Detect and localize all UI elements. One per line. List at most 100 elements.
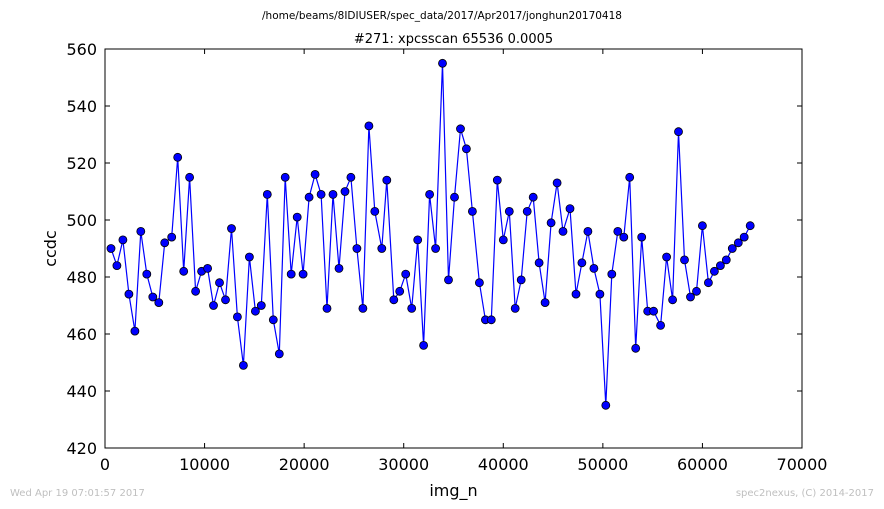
data-point: [631, 343, 641, 353]
data-point: [704, 278, 713, 288]
data-point: [118, 235, 128, 245]
data-point: [583, 226, 593, 236]
axis-ticks: 0 10000 20000 30000 40000 50000 60000 70000 420 4…: [66, 40, 827, 474]
data-point: [668, 295, 677, 305]
data-point: [601, 400, 611, 410]
data-point: [595, 289, 605, 299]
y-tick-label: 560: [66, 40, 97, 59]
data-point: [558, 226, 568, 236]
data-point: [203, 263, 213, 273]
y-tick-label: 480: [66, 268, 97, 287]
data-point: [227, 224, 236, 233]
y-tick-label: 460: [66, 325, 97, 344]
data-point: [232, 312, 242, 322]
y-tick-label: 440: [66, 382, 97, 401]
data-point: [739, 232, 749, 242]
data-point: [154, 298, 164, 308]
data-point: [179, 266, 189, 276]
data-point: [504, 206, 514, 216]
data-point: [209, 301, 218, 310]
data-point: [377, 244, 387, 253]
y-tick-label: 540: [66, 97, 97, 116]
data-point: [528, 192, 538, 202]
data-point: [328, 189, 338, 199]
data-point: [444, 275, 453, 285]
x-tick-label: 40000: [478, 455, 529, 474]
data-point: [498, 235, 508, 245]
data-point: [577, 258, 587, 268]
footer-timestamp: Wed Apr 19 07:01:57 2017: [10, 488, 145, 499]
data-point: [262, 189, 272, 199]
data-point: [619, 232, 629, 242]
data-point: [340, 187, 350, 196]
data-point: [467, 206, 477, 216]
data-point: [322, 303, 332, 313]
data-point: [238, 360, 248, 370]
data-point: [589, 263, 599, 273]
data-point: [649, 306, 658, 316]
data-point: [304, 192, 314, 202]
data-point: [727, 244, 737, 253]
data-point: [352, 244, 362, 253]
data-point: [492, 175, 502, 185]
data-point: [148, 292, 158, 302]
data-point: [142, 269, 152, 279]
data-point: [625, 172, 635, 182]
data-point: [745, 221, 755, 231]
data-point: [215, 278, 224, 288]
data-point: [124, 289, 134, 299]
data-point: [516, 275, 526, 285]
x-tick-label: 0: [100, 455, 110, 474]
plot-frame: [104, 48, 803, 449]
data-point: [607, 269, 617, 279]
data-point: [292, 212, 302, 222]
x-tick-label: 30000: [378, 455, 429, 474]
x-tick-label: 60000: [677, 455, 728, 474]
data-point: [637, 232, 647, 242]
data-point: [401, 269, 411, 279]
data-point: [382, 175, 392, 185]
data-point: [721, 255, 731, 265]
data-point: [130, 326, 140, 336]
data-point: [710, 266, 719, 276]
data-point: [389, 295, 399, 305]
series-layer: [106, 58, 755, 410]
x-tick-label: 50000: [577, 455, 628, 474]
data-point: [552, 178, 562, 188]
footer-credit: spec2nexus, (C) 2014-2017: [735, 488, 874, 499]
data-point: [419, 340, 429, 350]
data-point: [425, 189, 435, 199]
y-axis-label: ccdc: [41, 230, 60, 267]
data-point: [167, 232, 177, 242]
data-point: [274, 349, 284, 359]
plot-area: [105, 49, 802, 448]
data-point: [733, 238, 743, 248]
data-point: [413, 235, 423, 245]
data-point: [112, 261, 122, 271]
y-tick-label: 520: [66, 154, 97, 173]
data-point: [370, 206, 380, 216]
data-point: [395, 286, 405, 296]
data-point: [662, 252, 671, 262]
data-point: [364, 121, 374, 131]
x-tick-label: 10000: [179, 455, 230, 474]
data-point: [407, 303, 417, 313]
data-point: [298, 269, 308, 279]
data-point: [698, 221, 707, 231]
chart-title: #271: xpcsscan 65536 0.0005: [354, 32, 553, 47]
data-point: [456, 124, 465, 134]
data-point: [160, 238, 170, 248]
data-point: [686, 292, 695, 302]
data-point: [540, 298, 550, 308]
data-point: [716, 261, 725, 271]
data-point: [221, 295, 230, 305]
data-point: [461, 144, 471, 154]
data-point: [534, 258, 544, 268]
data-point: [692, 286, 701, 296]
data-point: [280, 172, 290, 182]
data-point: [310, 169, 320, 179]
data-point: [510, 303, 520, 313]
data-point: [316, 189, 326, 199]
data-point: [191, 286, 201, 296]
